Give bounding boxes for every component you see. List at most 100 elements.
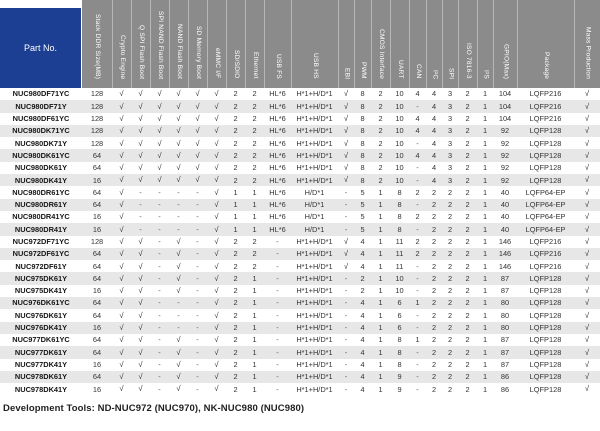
value-cell-gpio-max: 104 [493,112,517,125]
value-cell-can: - [409,309,426,322]
value-cell-sd-sdio: 1 [226,210,245,224]
value-cell-mass-production: √ [574,100,600,113]
table-row: NUC975DK41Y 16 √ √ - √ - √ 2 1- H*1+H/D*1-2 1 10-2 2 2… [0,284,600,298]
value-cell-cmos-interface: 1 [371,235,390,248]
value-cell-spi-nand-flash-boot: - [150,321,169,334]
value-cell-i-s: 1 [477,88,493,101]
value-cell-usb-fs: - [264,297,291,310]
value-cell-package: LQFP216 [517,100,574,113]
value-cell-q-spi-flash-boot: √ [131,100,150,113]
part-no-cell: NUC977DK61YC [0,333,82,347]
value-cell-stack-ddr-size-mb: 128 [82,88,112,101]
value-cell-sd-sdio: 2 [226,112,245,125]
value-cell-cmos-interface: 2 [371,161,390,175]
value-cell-uart: 9 [390,370,409,384]
value-cell-nand-flash-boot: √ [169,100,188,113]
value-cell-q-spi-flash-boot: √ [131,297,150,310]
value-cell-usb-fs: HL*6 [264,112,291,125]
value-cell-emmc-i-f: √ [207,284,226,298]
value-cell-emmc-i-f: √ [207,88,226,101]
value-cell-pwm: 2 [354,272,371,285]
value-cell-cmos-interface: 1 [371,247,390,261]
value-cell-package: LQFP128 [517,309,574,322]
value-cell-ethernet: 1 [245,346,264,359]
value-cell-cmos-interface: 1 [371,309,390,322]
value-cell-uart: 10 [390,137,409,150]
value-cell-iso-7816-3: 2 [458,223,477,236]
value-cell-spi: 2 [442,383,458,396]
value-cell-ethernet: 2 [245,235,264,248]
value-cell-stack-ddr-size-mb: 64 [82,260,112,273]
value-cell-stack-ddr-size-mb: 64 [82,309,112,322]
part-no-header-cell: Part No. [0,0,82,88]
value-cell-spi: 2 [442,247,458,261]
value-cell-uart: 8 [390,346,409,359]
part-no-cell: NUC980DK71YC [0,124,82,138]
value-cell-uart: 10 [390,112,409,125]
value-cell-nand-flash-boot: √ [169,137,188,150]
value-cell-nand-flash-boot: √ [169,284,188,298]
value-cell-mass-production: √ [574,198,600,211]
value-cell-crypto-engine: √ [112,346,131,359]
value-cell-usb-hs: H/D*1 [291,186,338,199]
value-cell-i-c: 2 [426,223,442,236]
value-cell-i-s: 1 [477,235,493,248]
value-cell-mass-production: √ [574,112,600,125]
value-cell-crypto-engine: √ [112,174,131,187]
value-cell-stack-ddr-size-mb: 64 [82,272,112,285]
value-cell-iso-7816-3: 2 [458,358,477,371]
value-cell-q-spi-flash-boot: - [131,210,150,224]
table-row: NUC980DF71Y 128 √ √ √ √ √ √ 2 2 HL*6 H*1+H/D*1 √ 8 2 10… [0,100,600,113]
value-cell-i-c: 2 [426,309,442,322]
value-cell-i-s: 1 [477,370,493,384]
value-cell-uart: 8 [390,186,409,199]
value-cell-stack-ddr-size-mb: 64 [82,161,112,175]
value-cell-mass-production: √ [574,370,600,384]
value-cell-sd-memory-boot: - [188,383,207,396]
value-cell-i-s: 1 [477,284,493,298]
value-cell-i-s: 1 [477,260,493,273]
table-row: NUC972DF61Y 64 √ √ - √ - √ 2 2- H*1+H/D*1 √ 4 1 11-2 2 2… [0,260,600,273]
value-cell-nand-flash-boot: √ [169,112,188,125]
value-cell-i-s: 1 [477,149,493,162]
column-header-emmc-i-f: eMMC I/F [207,0,227,88]
value-cell-emmc-i-f: √ [207,174,226,187]
value-cell-ebi: - [338,346,354,359]
value-cell-cmos-interface: 1 [371,260,390,273]
value-cell-usb-fs: HL*6 [264,186,291,199]
value-cell-sd-memory-boot: - [188,333,207,347]
value-cell-spi: 2 [442,284,458,298]
value-cell-ebi: - [338,358,354,371]
value-cell-pwm: 5 [354,210,371,224]
value-cell-uart: 10 [390,100,409,113]
column-header-uart: UART [390,0,410,88]
value-cell-sd-memory-boot: - [188,284,207,298]
table-row: NUC976DK41Y 16 √ √ - - - √ 2 1- H*1+H/D*1-4 1 6-2 2 2 1… [0,321,600,334]
value-cell-i-s: 1 [477,333,493,347]
value-cell-mass-production: √ [574,333,600,347]
value-cell-crypto-engine: √ [112,161,131,175]
value-cell-nand-flash-boot: - [169,321,188,334]
value-cell-usb-fs: HL*6 [264,137,291,150]
table-row: NUC975DK61Y 64 √ √ - √ - √ 2 1- H*1+H/D*1-2 1 10-2 2 2… [0,272,600,285]
value-cell-crypto-engine: √ [112,333,131,347]
value-cell-i-s: 1 [477,346,493,359]
table-row: NUC980DF61YC 128 √ √ √ √ √ √ 2 2 HL*6 H*1+H/D*1 √ 8 2 1… [0,112,600,125]
value-cell-spi-nand-flash-boot: - [150,186,169,199]
part-no-cell: NUC975DK41Y [0,284,82,298]
value-cell-gpio-max: 146 [493,247,517,261]
value-cell-emmc-i-f: √ [207,358,226,371]
value-cell-usb-hs: H*1+H/D*1 [291,100,338,113]
value-cell-stack-ddr-size-mb: 16 [82,358,112,371]
value-cell-emmc-i-f: √ [207,346,226,359]
value-cell-spi-nand-flash-boot: √ [150,137,169,150]
value-cell-iso-7816-3: 2 [458,174,477,187]
value-cell-stack-ddr-size-mb: 64 [82,346,112,359]
value-cell-i-s: 1 [477,383,493,396]
value-cell-gpio-max: 40 [493,198,517,211]
table-row: NUC976DK61Y 64 √ √ - - - √ 2 1- H*1+H/D*1-4 1 6-2 2 2 1… [0,309,600,322]
value-cell-spi-nand-flash-boot: - [150,198,169,211]
value-cell-can: 4 [409,149,426,162]
value-cell-cmos-interface: 2 [371,100,390,113]
